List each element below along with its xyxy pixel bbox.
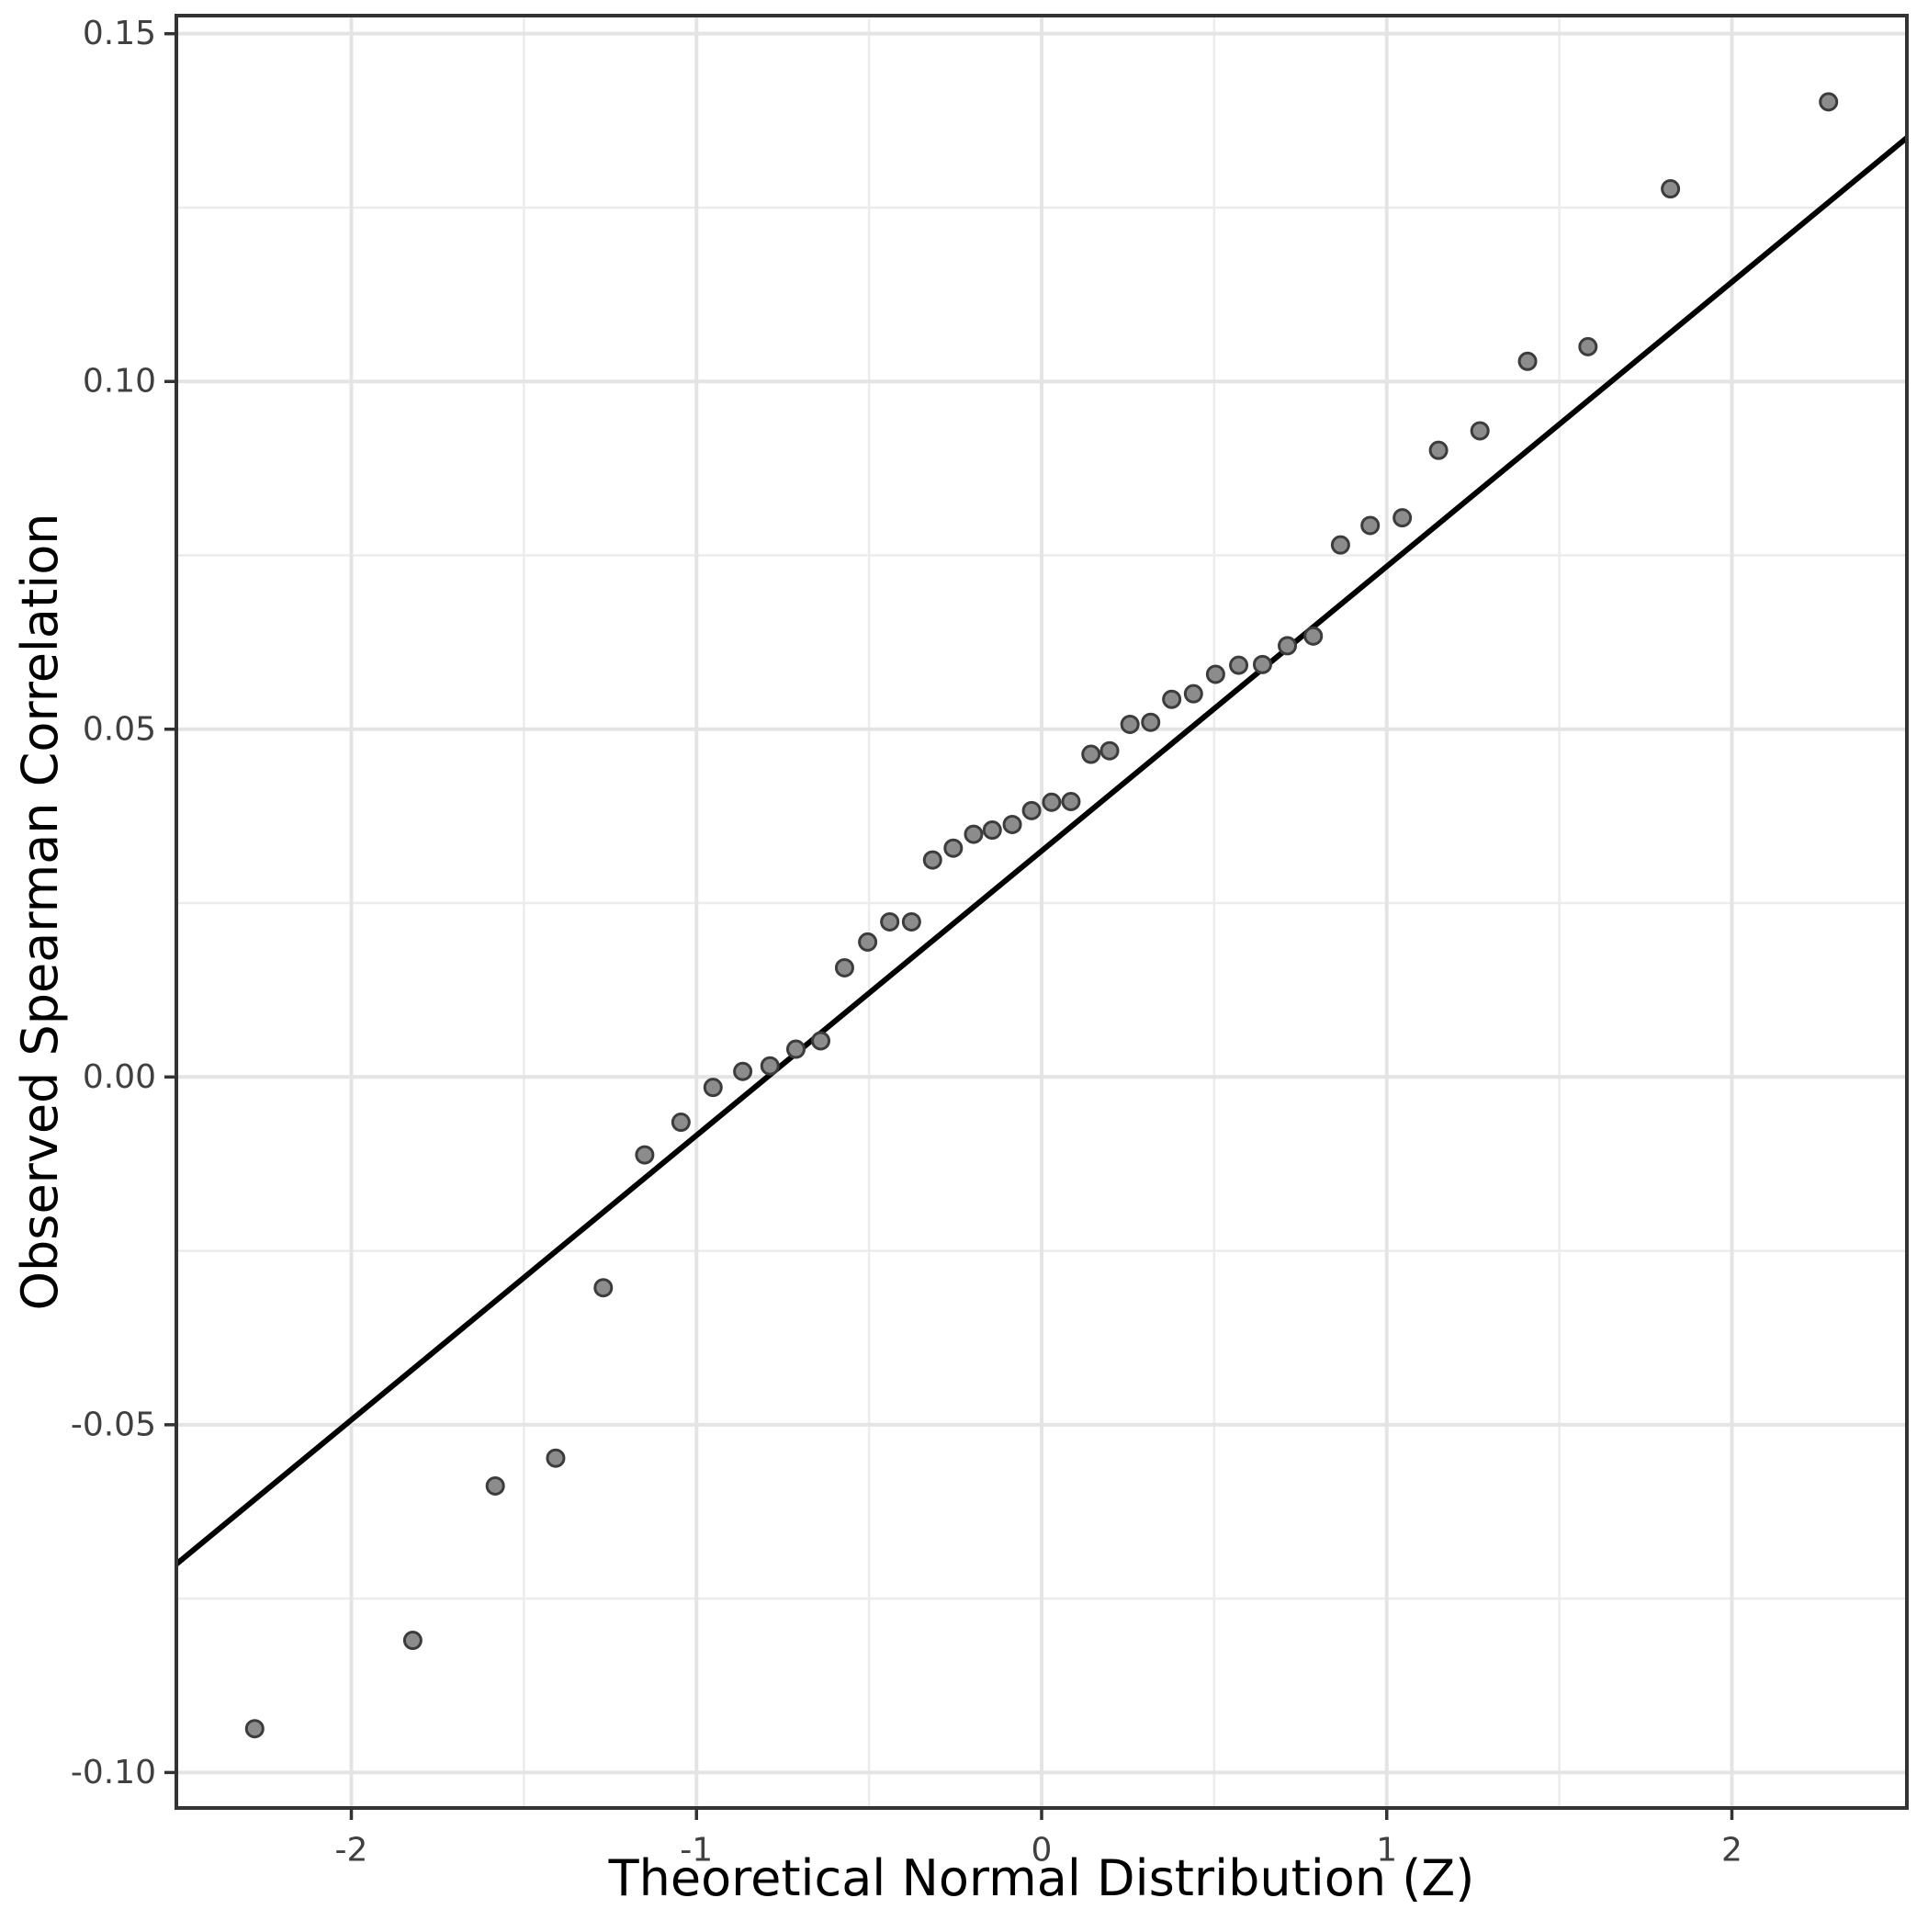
- data-point: [1470, 421, 1490, 441]
- data-point: [1002, 814, 1022, 834]
- reference-line: [175, 135, 1909, 1566]
- data-point: [1183, 684, 1203, 704]
- data-point: [1330, 535, 1350, 555]
- data-point: [1428, 440, 1449, 460]
- data-point: [733, 1061, 753, 1081]
- data-point: [834, 957, 854, 977]
- x-tick-label: 1: [1376, 1832, 1397, 1870]
- data-point: [244, 1719, 265, 1739]
- data-point: [1392, 508, 1413, 528]
- data-point: [1278, 636, 1298, 656]
- data-point: [880, 911, 900, 932]
- x-tick-label: 0: [1032, 1832, 1053, 1870]
- data-point: [760, 1056, 780, 1076]
- data-point: [922, 850, 942, 870]
- data-point: [1099, 740, 1120, 761]
- x-tick-label: 2: [1721, 1832, 1742, 1870]
- data-point: [593, 1278, 614, 1298]
- data-point: [1661, 179, 1681, 199]
- data-point: [1120, 714, 1140, 734]
- data-point: [402, 1631, 423, 1651]
- x-axis-title: Theoretical Normal Distribution (Z): [608, 1849, 1475, 1907]
- y-tick-label: 0.15: [83, 15, 156, 52]
- data-point: [1303, 626, 1324, 646]
- data-point: [858, 932, 878, 952]
- data-point: [901, 911, 921, 932]
- data-point: [1141, 712, 1161, 732]
- data-point: [964, 824, 984, 844]
- data-point: [1819, 92, 1839, 112]
- data-point: [1162, 689, 1182, 709]
- x-tick-label: -2: [335, 1832, 368, 1870]
- data-point: [1061, 792, 1081, 812]
- y-tick-label: 0.05: [83, 710, 156, 748]
- data-point: [1578, 336, 1598, 356]
- x-tick-label: -1: [680, 1832, 713, 1870]
- data-point: [943, 838, 964, 858]
- y-tick-label: 0.10: [83, 363, 156, 401]
- data-point: [1229, 655, 1249, 675]
- data-point: [1360, 515, 1381, 536]
- data-point: [785, 1039, 806, 1059]
- data-point: [671, 1113, 691, 1133]
- data-point: [1021, 800, 1042, 820]
- data-point: [1252, 654, 1272, 674]
- data-point: [546, 1448, 566, 1468]
- data-point: [703, 1078, 723, 1098]
- data-point: [485, 1475, 505, 1496]
- data-point: [1081, 744, 1101, 764]
- y-tick-label: -0.10: [71, 1754, 156, 1791]
- data-point: [1205, 664, 1225, 684]
- y-axis-title: Observed Spearman Correlation: [11, 514, 69, 1311]
- data-point: [1517, 351, 1538, 371]
- data-point: [982, 820, 1002, 841]
- y-tick-label: -0.05: [71, 1406, 156, 1443]
- data-point: [635, 1145, 655, 1165]
- y-tick-label: 0.00: [83, 1058, 156, 1096]
- data-point: [1042, 792, 1062, 812]
- data-point: [811, 1031, 831, 1051]
